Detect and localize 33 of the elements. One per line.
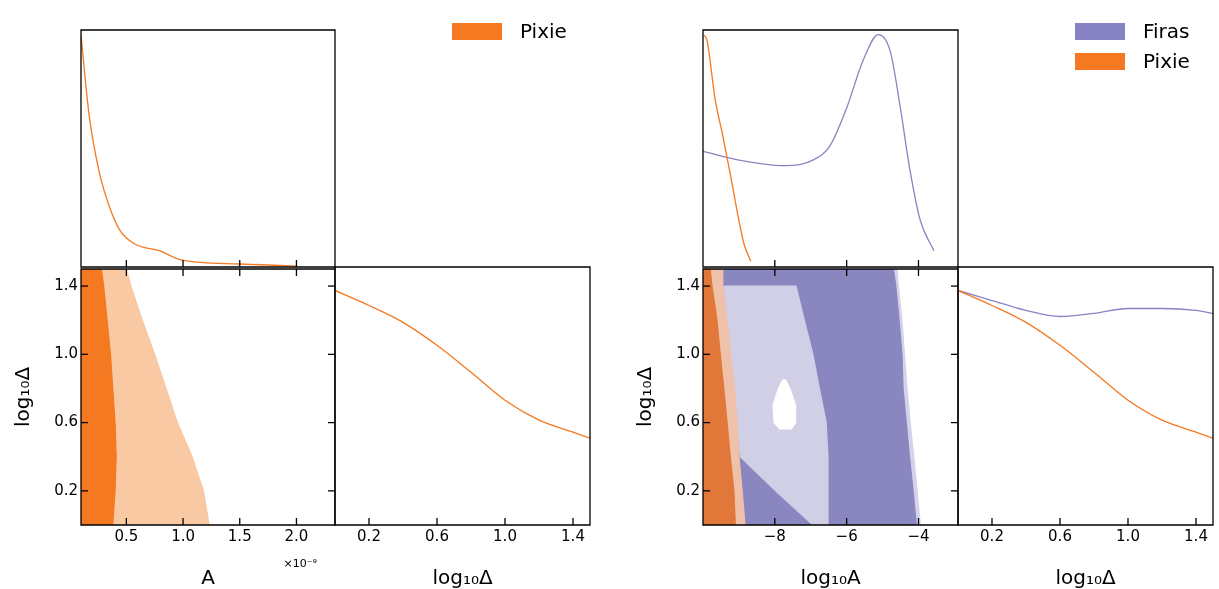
x-tick-label: 1.0 [493,526,517,545]
x-tick-label: 0.2 [980,526,1004,545]
y-tick-label: 1.4 [54,275,78,294]
x-tick-label: 1.4 [1184,526,1208,545]
x-tick-label: 1.4 [561,526,585,545]
x-axis-title: log₁₀A [800,565,861,589]
y-tick-label: 0.6 [54,412,78,431]
y-tick-label: 0.2 [676,480,700,499]
x-tick-label: 0.5 [114,526,139,545]
text: ×10⁻⁹ [283,557,317,570]
x-tick-label: −6 [835,526,858,545]
y-axis-title: log₁₀Δ [10,366,35,428]
y-tick-label: 0.2 [54,480,78,499]
legend-label: Pixie [1143,49,1191,73]
x-axis-title: log₁₀Δ [1055,565,1116,589]
x-axis-title: log₁₀Δ [432,565,493,589]
x-tick-label: 0.6 [425,526,449,545]
legend-label: Firas [1143,19,1191,43]
y-tick-label: 1.0 [54,344,78,363]
y-tick-label: 1.4 [676,275,700,294]
y-tick-label: 0.6 [676,412,700,431]
x-tick-label: 1.5 [227,526,252,545]
x-tick-label: 0.2 [357,526,381,545]
x-tick-label: 0.6 [1048,526,1072,545]
x-tick-label: −4 [907,526,930,545]
y-axis-title: log₁₀Δ [632,366,657,428]
x-tick-label: 1.0 [171,526,195,545]
x-axis-title: A [201,565,216,589]
x-tick-label: 2.0 [284,526,309,545]
legend-label: Pixie [520,19,568,43]
x-tick-label: 1.0 [1116,526,1140,545]
x-tick-label: −8 [763,526,786,545]
y-tick-label: 1.0 [676,344,700,363]
